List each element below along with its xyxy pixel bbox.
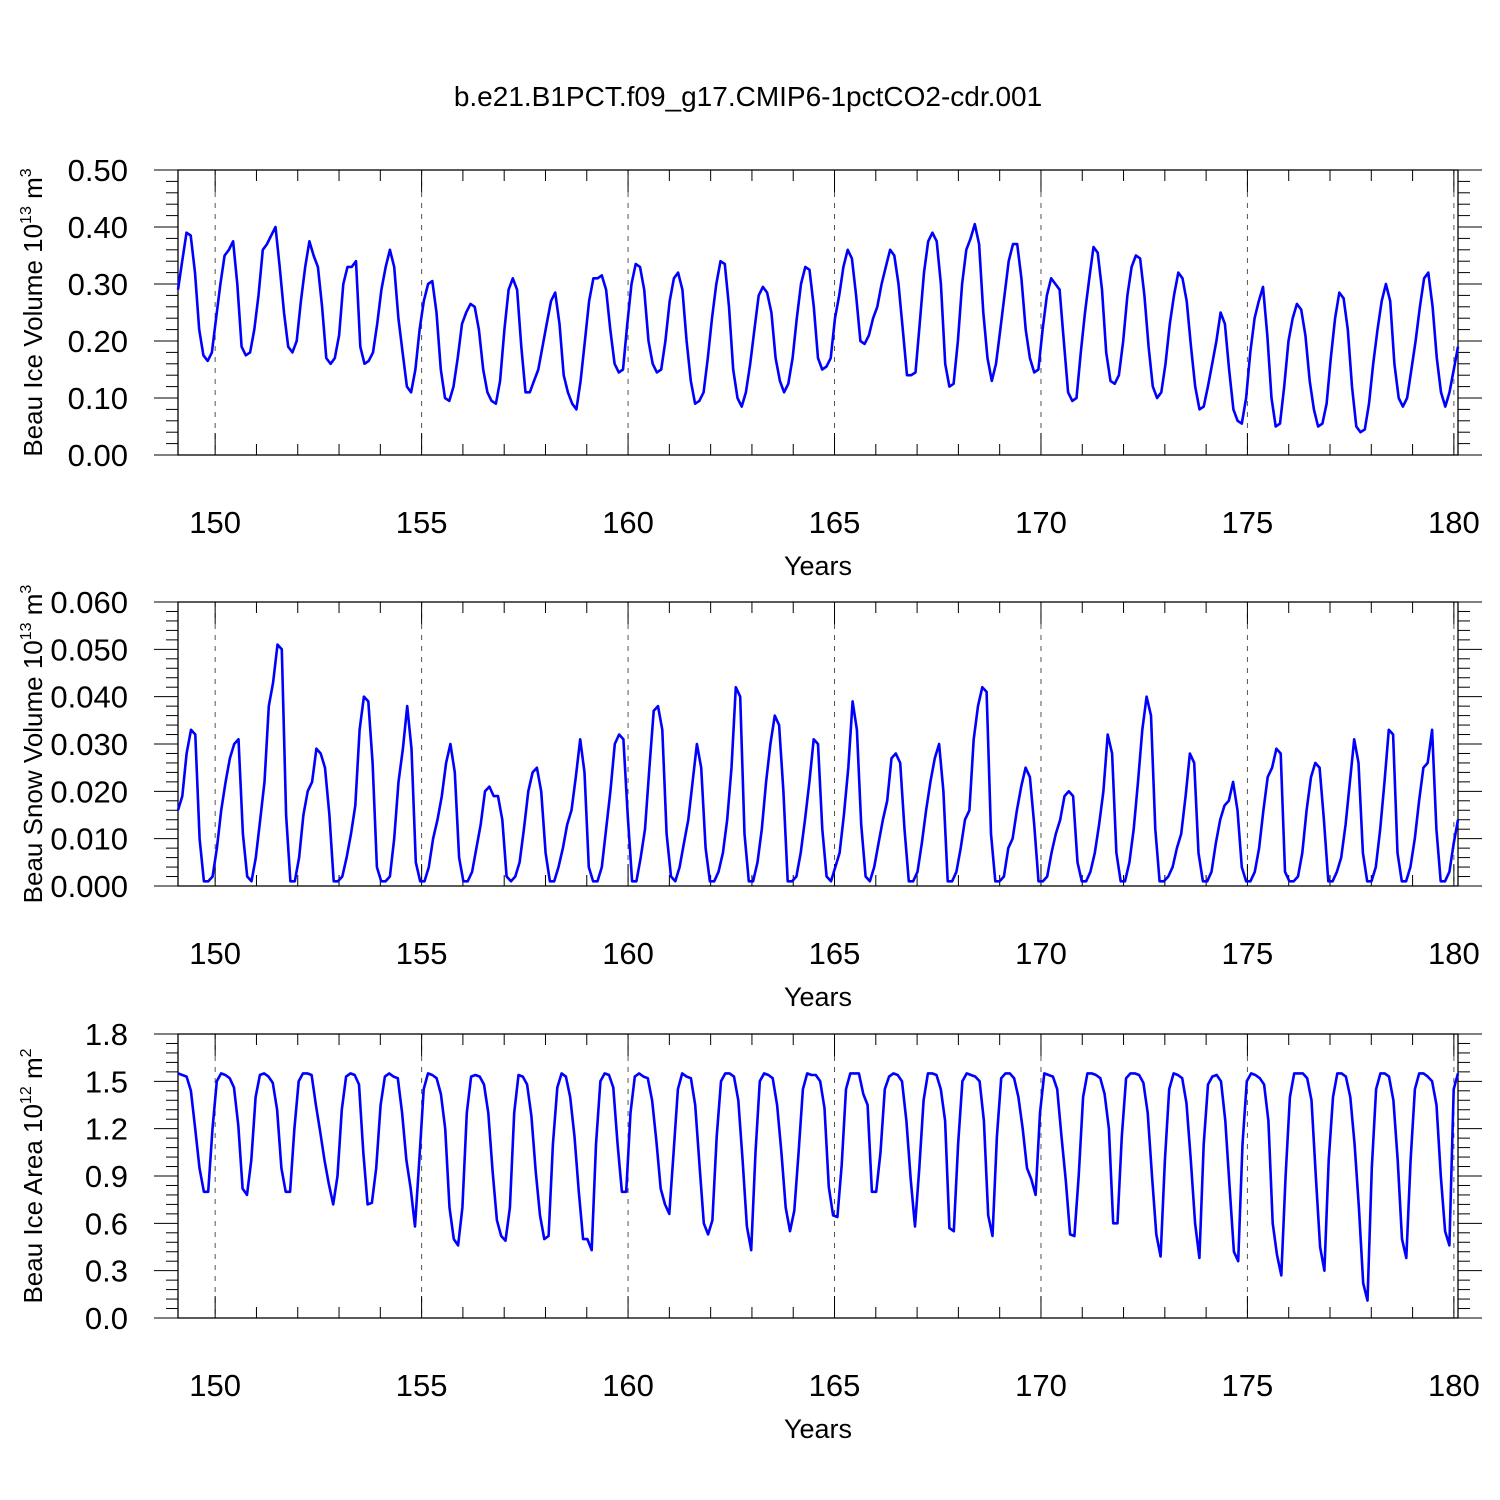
x-axis-label: Years: [784, 1414, 852, 1444]
y-tick-label: 0.060: [50, 585, 128, 620]
plot-frame: [177, 169, 1459, 456]
x-tick-label: 175: [1222, 936, 1274, 971]
y-tick-label: 0.10: [68, 381, 128, 416]
y-tick-label: 0.010: [50, 822, 128, 857]
x-tick-label: 180: [1428, 936, 1480, 971]
y-tick-label: 1.5: [85, 1064, 128, 1099]
panel-1: 0.00 0.10 0.20 0.30 0.40 0.50 150 155 160 165 170 1…: [18, 153, 1482, 581]
x-tick-label: 170: [1015, 936, 1067, 971]
y-tick-label: 0.050: [50, 632, 128, 667]
x-axis-label: Years: [784, 551, 852, 581]
x-tick-label: 165: [809, 936, 861, 971]
y-tick-label: 1.8: [85, 1017, 128, 1052]
panel-2: 0.000 0.010 0.020 0.030 0.040 0.050 0.060 150 15…: [18, 585, 1482, 1012]
y-tick-label: 0.00: [68, 438, 128, 473]
x-tick-label: 155: [396, 1368, 448, 1403]
x-tick-label: 175: [1222, 505, 1274, 540]
x-tick-label: 175: [1222, 1368, 1274, 1403]
y-tick-label: 1.2: [85, 1112, 128, 1147]
series-line: [177, 1072, 1460, 1302]
y-tick-label: 0.030: [50, 727, 128, 762]
y-tick-label: 0.20: [68, 324, 128, 359]
x-tick-label: 160: [602, 505, 654, 540]
y-tick-label: 0.50: [68, 153, 128, 188]
y-axis-label: Beau Ice Volume 1013 m3: [18, 168, 48, 456]
y-tick-label: 0.020: [50, 774, 128, 809]
x-tick-label: 160: [602, 1368, 654, 1403]
series-line: [176, 222, 1460, 434]
x-tick-label: 160: [602, 936, 654, 971]
x-tick-label: 155: [396, 936, 448, 971]
panel-3: 0.0 0.3 0.6 0.9 1.2 1.5 1.8 150 155 160 165 170 175 1…: [18, 1017, 1482, 1444]
y-tick-label: 0.9: [85, 1159, 128, 1194]
x-tick-label: 180: [1428, 505, 1480, 540]
y-tick-label: 0.3: [85, 1254, 128, 1289]
y-tick-label: 0.6: [85, 1206, 128, 1241]
x-tick-label: 165: [809, 505, 861, 540]
x-tick-label: 155: [396, 505, 448, 540]
y-tick-label: 0.0: [85, 1301, 128, 1336]
x-tick-label: 180: [1428, 1368, 1480, 1403]
series-line: [176, 643, 1460, 883]
y-tick-label: 0.000: [50, 869, 128, 904]
y-tick-label: 0.040: [50, 680, 128, 715]
y-tick-label: 0.40: [68, 210, 128, 245]
y-tick-label: 0.30: [68, 267, 128, 302]
x-tick-label: 165: [809, 1368, 861, 1403]
y-axis-label: Beau Ice Area 1012 m2: [18, 1048, 48, 1303]
x-tick-label: 150: [189, 505, 241, 540]
x-axis-label: Years: [784, 982, 852, 1012]
x-tick-label: 150: [189, 936, 241, 971]
chart-title: b.e21.B1PCT.f09_g17.CMIP6-1pctCO2-cdr.00…: [454, 81, 1042, 112]
x-tick-label: 150: [189, 1368, 241, 1403]
x-tick-label: 170: [1015, 505, 1067, 540]
y-axis-label: Beau Snow Volume 1013 m3: [18, 585, 48, 904]
x-tick-label: 170: [1015, 1368, 1067, 1403]
